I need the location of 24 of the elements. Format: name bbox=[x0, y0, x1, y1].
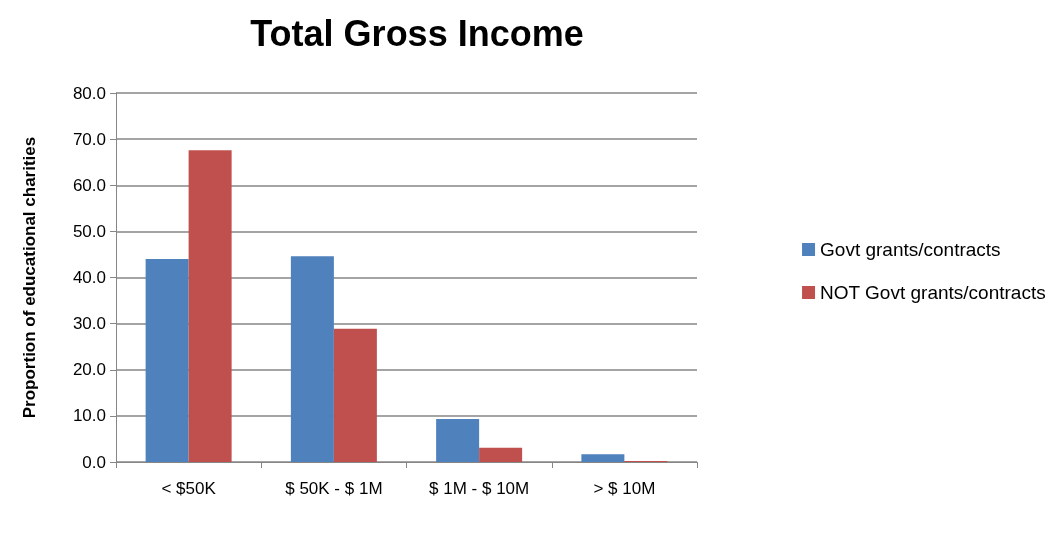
y-tick-label: 10.0 bbox=[72, 406, 106, 426]
legend-label: Govt grants/contracts bbox=[820, 239, 1001, 260]
y-tick-label: 0.0 bbox=[82, 452, 106, 472]
x-tick-label: > $ 10M bbox=[593, 478, 656, 498]
x-tick-label: $ 1M - $ 10M bbox=[429, 478, 530, 498]
y-tick-label: 40.0 bbox=[72, 268, 106, 287]
y-tick-label: 30.0 bbox=[72, 314, 106, 334]
y-tick-label: 70.0 bbox=[72, 129, 106, 149]
y-tick-label: 60.0 bbox=[72, 175, 106, 195]
bar bbox=[436, 419, 480, 462]
bar bbox=[145, 259, 189, 462]
legend-label: NOT Govt grants/contracts bbox=[820, 282, 1046, 303]
x-tick-label: $ 50K - $ 1M bbox=[285, 478, 383, 498]
y-tick-label: 20.0 bbox=[72, 360, 106, 380]
bar bbox=[581, 454, 625, 462]
y-axis-title: Proportion of educational charities bbox=[20, 136, 39, 419]
x-tick-label: < $50K bbox=[161, 478, 217, 498]
bar bbox=[290, 256, 334, 462]
y-tick-label: 50.0 bbox=[72, 221, 106, 241]
y-tick-label: 80.0 bbox=[72, 83, 106, 103]
chart-title: Total Gross Income bbox=[250, 12, 584, 54]
bar bbox=[188, 150, 232, 462]
bar bbox=[479, 447, 523, 462]
bar bbox=[333, 328, 377, 462]
